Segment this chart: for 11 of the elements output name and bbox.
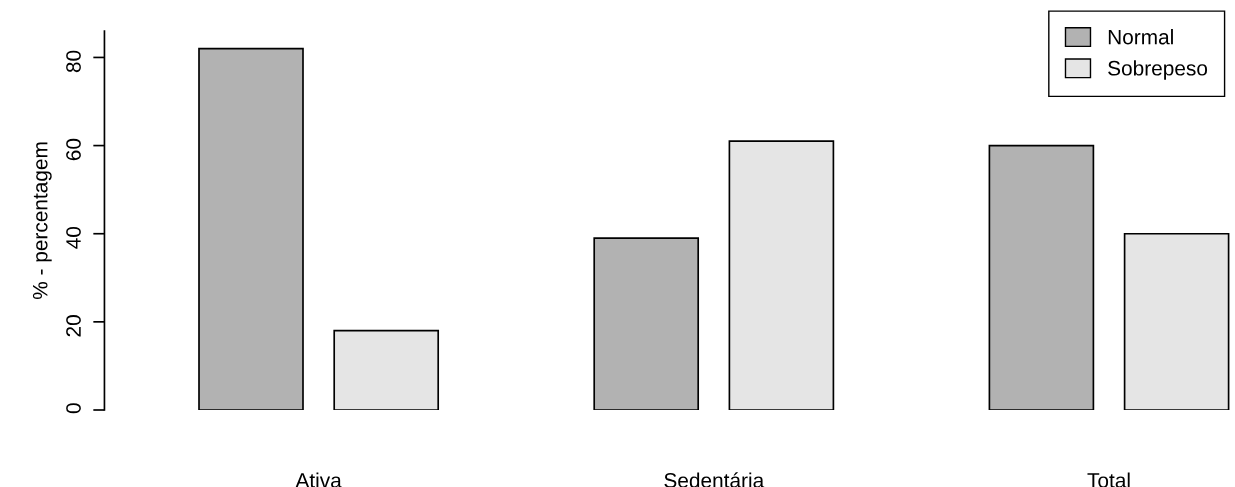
y-axis-title: % - percentagem	[32, 142, 52, 300]
y-tick-label: 80	[66, 50, 81, 73]
x-tick-label: Sedentária	[664, 472, 765, 487]
y-tick-label: 0	[66, 403, 81, 414]
y-tick-label: 60	[66, 138, 81, 161]
legend-label: Normal	[1108, 29, 1173, 45]
legend-label: Sobrepeso	[1108, 60, 1208, 80]
x-tick-label: Total	[1087, 472, 1130, 487]
y-tick-label: 20	[66, 315, 81, 337]
y-tick-label: 40	[66, 226, 81, 249]
x-tick-label: Ativa	[295, 472, 342, 487]
